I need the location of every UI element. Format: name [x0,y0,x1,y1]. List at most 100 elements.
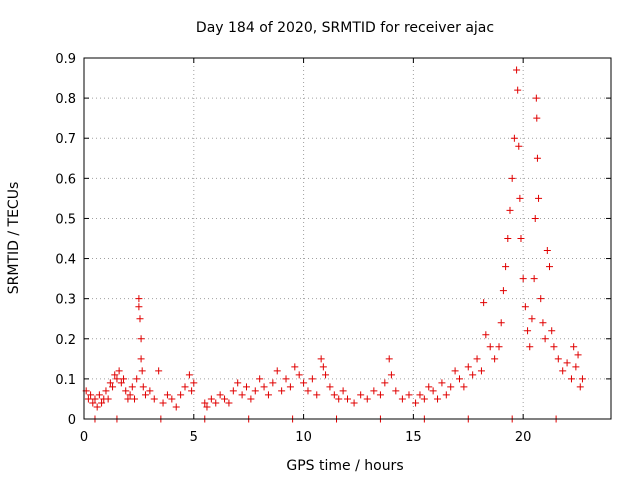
data-point [578,375,586,383]
data-point [530,275,538,283]
y-axis-label: SRMTID / TECUs [6,182,22,295]
data-point [516,194,524,202]
data-point [495,343,503,351]
data-point [133,375,141,383]
data-point [335,395,343,403]
data-point [190,379,198,387]
data-point [234,379,242,387]
data-point [533,154,541,162]
y-tick-label: 0.3 [55,293,76,308]
x-tick-label: 5 [190,430,198,445]
data-point [322,371,330,379]
data-point [172,403,180,411]
data-point [131,395,139,403]
data-point [350,399,358,407]
data-point [201,399,209,407]
data-point [563,359,571,367]
data-point [537,295,545,303]
data-point [460,383,468,391]
data-point [344,395,351,403]
y-tick-label: 0.1 [55,373,76,388]
data-point [128,383,136,391]
data-point [524,327,532,335]
data-point [229,387,237,395]
data-point [559,367,567,375]
data-point [497,319,505,327]
data-point [572,363,580,371]
data-point [177,391,185,399]
y-tick-label: 0.8 [55,92,76,107]
data-point [486,343,494,351]
data-point [264,391,272,399]
data-point [326,383,334,391]
data-point [98,399,106,407]
data-point [513,66,521,74]
data-point [188,387,196,395]
data-point [491,355,499,363]
y-tick-label: 0.4 [55,253,76,268]
data-point [526,343,534,351]
data-point [115,367,123,375]
data-point [238,391,246,399]
data-point [111,371,119,379]
y-tick-label: 0 [68,413,76,428]
data-point [570,343,578,351]
data-point [269,379,277,387]
data-point [89,399,97,407]
data-point [256,375,264,383]
data-point [363,395,371,403]
plot-frame [83,57,612,420]
data-point [546,263,554,271]
data-point [539,319,547,327]
data-point [251,387,259,395]
x-tick-label: 0 [80,430,88,445]
data-point [416,391,424,399]
data-point [120,375,128,383]
data-point [216,391,224,399]
data-point [137,355,145,363]
grid-layer [84,58,611,419]
data-point [317,355,325,363]
data-point [550,343,558,351]
data-point [168,395,176,403]
data-point [398,395,406,403]
y-tick-label: 0.7 [55,132,76,147]
data-point [477,367,485,375]
data-point [434,395,442,403]
data-point [260,383,268,391]
data-point [510,134,518,142]
data-point [504,235,512,242]
data-point [514,86,522,94]
data-point [554,355,562,363]
data-point [203,403,211,411]
data-point [300,379,308,387]
data-point [339,387,347,395]
data-point [533,114,541,122]
data-point [447,383,455,391]
data-point [480,299,488,307]
data-point [159,399,167,407]
data-point [308,375,316,383]
data-point [113,375,121,383]
data-point [124,395,132,403]
data-point [567,375,575,383]
data-point [532,94,540,102]
data-point [102,387,110,395]
data-point [519,275,527,283]
data-point [212,399,220,407]
data-point [136,315,144,323]
data-point [455,375,463,383]
data-point [242,383,250,391]
data-point [295,371,303,379]
data-point [286,383,294,391]
data-point [521,303,529,311]
data-point [319,363,327,371]
y-tick-label: 0.9 [55,52,76,67]
data-point [381,379,389,387]
data-point [464,363,472,371]
data-point [91,395,99,403]
data-point [141,391,149,399]
data-point [313,391,321,399]
data-point [385,355,393,363]
